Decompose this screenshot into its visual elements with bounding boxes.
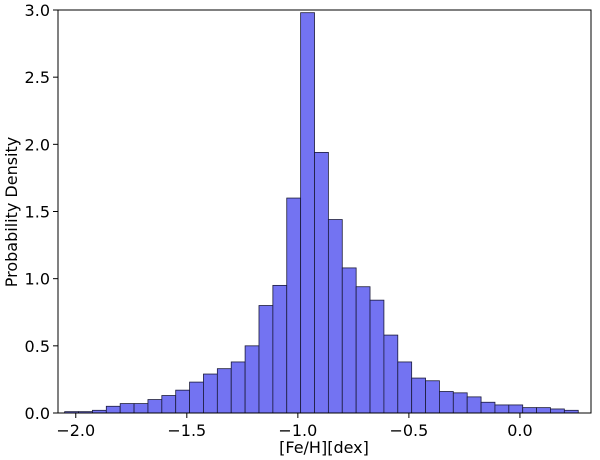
x-axis-ticks: −2.0 −1.5 −1.0 −0.5 0.0 bbox=[56, 413, 533, 440]
histogram-bar bbox=[175, 389, 190, 414]
y-tick-label: 1.5 bbox=[25, 203, 50, 222]
histogram-bar bbox=[189, 381, 204, 414]
histogram-bar bbox=[147, 399, 163, 414]
histogram-bar bbox=[466, 396, 482, 414]
histogram-bar bbox=[425, 380, 440, 414]
histogram-bar bbox=[161, 395, 177, 414]
histogram-bar bbox=[369, 299, 385, 414]
histogram-bar bbox=[550, 408, 565, 414]
histogram-bar bbox=[216, 368, 232, 414]
x-axis-label: [Fe/H][dex] bbox=[279, 438, 369, 457]
histogram-bar bbox=[536, 407, 551, 414]
histogram-bar bbox=[286, 197, 302, 414]
y-tick-label: 2.5 bbox=[25, 68, 50, 87]
y-tick-label: 1.0 bbox=[25, 270, 50, 289]
histogram-bar bbox=[383, 334, 399, 414]
y-tick-label: 0.0 bbox=[25, 404, 50, 423]
histogram-bar bbox=[244, 345, 260, 414]
histogram-bar bbox=[480, 401, 496, 414]
y-tick-label: 3.0 bbox=[25, 1, 50, 20]
x-tick-label: −0.5 bbox=[389, 421, 428, 440]
y-axis-ticks: 0.0 0.5 1.0 1.5 2.0 2.5 3.0 bbox=[25, 1, 58, 423]
x-tick-label: −1.5 bbox=[167, 421, 206, 440]
y-tick-label: 2.0 bbox=[25, 135, 50, 154]
histogram-bar bbox=[397, 361, 413, 414]
histogram-bar bbox=[327, 219, 343, 414]
histogram-bar bbox=[439, 391, 454, 414]
histogram-bar bbox=[272, 284, 288, 414]
histogram-bar bbox=[203, 373, 218, 414]
histogram-bar bbox=[452, 392, 468, 414]
y-axis-label: Probability Density bbox=[2, 137, 21, 288]
histogram-bar bbox=[119, 403, 135, 414]
histogram-bar bbox=[230, 361, 246, 414]
histogram-bar bbox=[341, 267, 357, 414]
histogram-bar bbox=[105, 405, 121, 414]
histogram-bar bbox=[258, 305, 274, 414]
x-tick-label: 0.0 bbox=[507, 421, 532, 440]
histogram-bar bbox=[314, 151, 329, 414]
y-tick-label: 0.5 bbox=[25, 337, 50, 356]
histogram-bar bbox=[522, 407, 537, 414]
histogram-bar bbox=[494, 404, 510, 414]
histogram-bar bbox=[508, 404, 524, 414]
histogram-bar bbox=[300, 12, 315, 414]
x-tick-label: −2.0 bbox=[56, 421, 95, 440]
x-tick-label: −1.0 bbox=[278, 421, 317, 440]
histogram-bar bbox=[355, 286, 371, 414]
histogram-bar bbox=[133, 403, 149, 414]
bars-group bbox=[64, 12, 579, 414]
histogram-bar bbox=[411, 377, 426, 414]
